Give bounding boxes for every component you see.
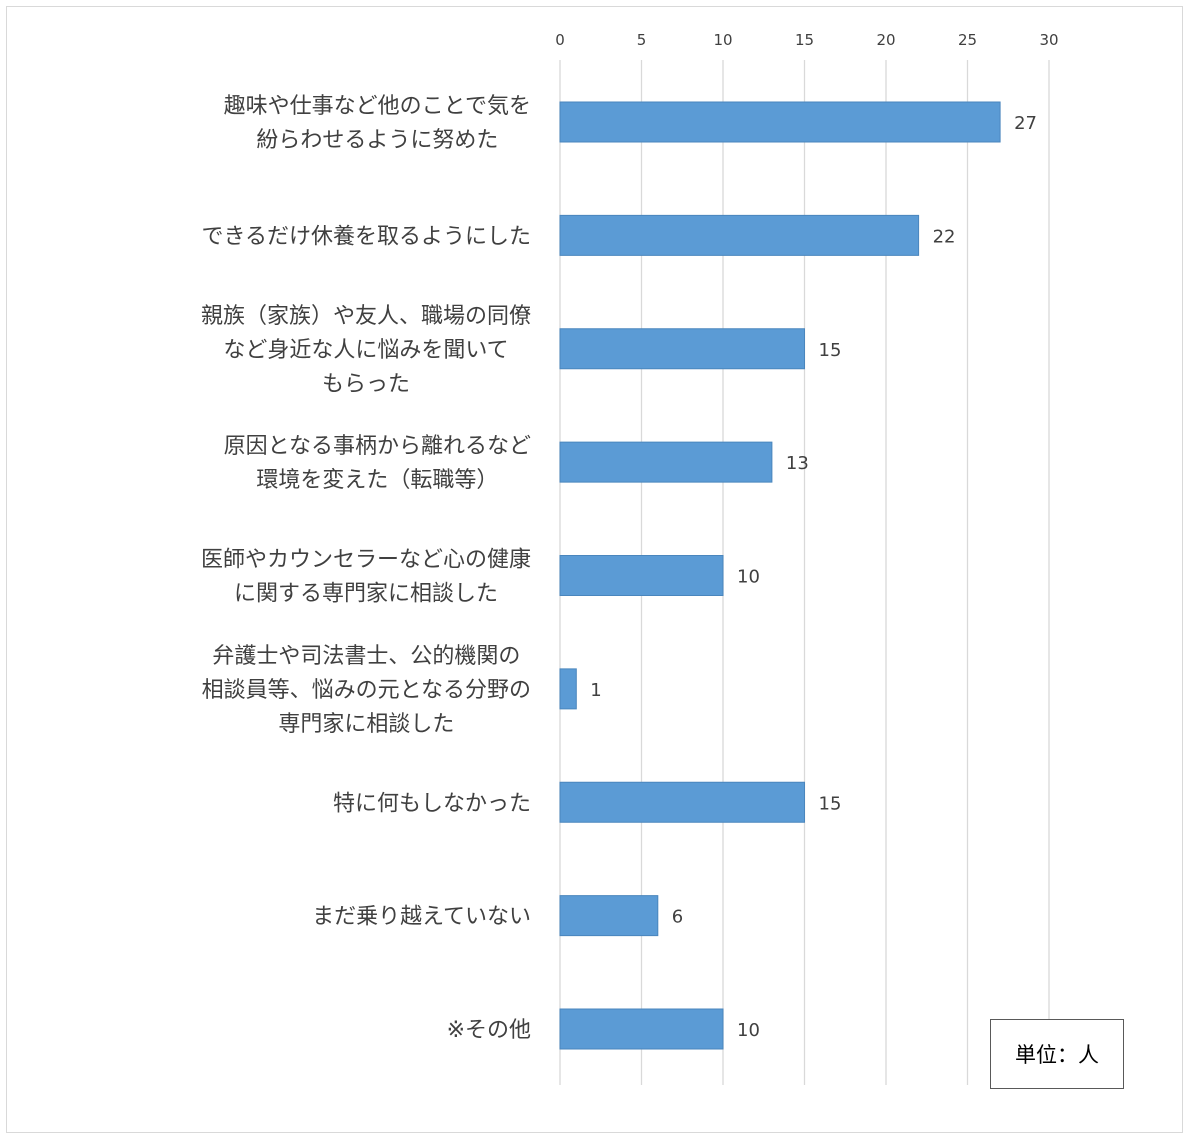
category-label: できるだけ休養を取るようにした bbox=[201, 224, 531, 249]
bar bbox=[559, 1008, 724, 1050]
bar-value-label: 15 bbox=[819, 340, 842, 361]
x-tick-label: 10 bbox=[713, 31, 732, 49]
category-label: 環境を変えた（転職等） bbox=[256, 468, 498, 493]
data-labels: 27 22 15 13 10 1 15 6 10 bbox=[590, 113, 1037, 1041]
bar-value-label: 15 bbox=[819, 793, 842, 814]
bar bbox=[559, 214, 920, 256]
x-tick-label: 20 bbox=[876, 31, 895, 49]
bar bbox=[559, 328, 805, 370]
category-label: など身近な人に悩みを聞いて bbox=[223, 338, 508, 363]
x-tick-label: 30 bbox=[1039, 31, 1058, 49]
bars bbox=[559, 101, 1001, 1050]
category-label: 親族（家族）や友人、職場の同僚 bbox=[201, 304, 531, 329]
bar-value-label: 1 bbox=[590, 680, 601, 701]
category-label: 専門家に相談した bbox=[278, 712, 454, 737]
unit-label: 単位：人 bbox=[990, 1019, 1124, 1089]
chart-frame bbox=[6, 6, 1183, 1133]
category-label: 弁護士や司法書士、公的機関の bbox=[212, 644, 520, 669]
category-label: 特に何もしなかった bbox=[333, 791, 531, 816]
category-label: 紛らわせるように努めた bbox=[256, 128, 498, 153]
bar-value-label: 6 bbox=[672, 907, 683, 928]
x-tick-label: 25 bbox=[958, 31, 977, 49]
category-label: 相談員等、悩みの元となる分野の bbox=[202, 678, 531, 703]
category-label: 医師やカウンセラーなど心の健康 bbox=[201, 548, 531, 573]
category-label: ※その他 bbox=[447, 1018, 531, 1043]
bar bbox=[559, 781, 805, 823]
category-label: に関する専門家に相談した bbox=[234, 582, 498, 607]
bar-value-label: 10 bbox=[737, 567, 760, 588]
x-axis-ticks: 0 5 10 15 20 25 30 bbox=[555, 31, 1058, 49]
category-label: 趣味や仕事など他のことで気を bbox=[224, 94, 531, 119]
bar bbox=[559, 441, 773, 483]
bar-value-label: 13 bbox=[786, 453, 809, 474]
category-label: 原因となる事柄から離れるなど bbox=[224, 434, 531, 459]
bar bbox=[559, 101, 1001, 143]
bar-value-label: 22 bbox=[933, 226, 956, 247]
bar bbox=[559, 895, 659, 937]
category-labels: 趣味や仕事など他のことで気を紛らわせるように努めたできるだけ休養を取るようにした… bbox=[201, 94, 531, 1043]
x-tick-label: 5 bbox=[637, 31, 647, 49]
x-tick-label: 0 bbox=[555, 31, 565, 49]
category-label: まだ乗り越えていない bbox=[312, 905, 531, 930]
x-tick-label: 15 bbox=[795, 31, 814, 49]
bar bbox=[559, 668, 577, 710]
bar-value-label: 27 bbox=[1014, 113, 1037, 134]
bar-value-label: 10 bbox=[737, 1020, 760, 1041]
bar bbox=[559, 555, 724, 596]
category-label: もらった bbox=[322, 372, 410, 397]
